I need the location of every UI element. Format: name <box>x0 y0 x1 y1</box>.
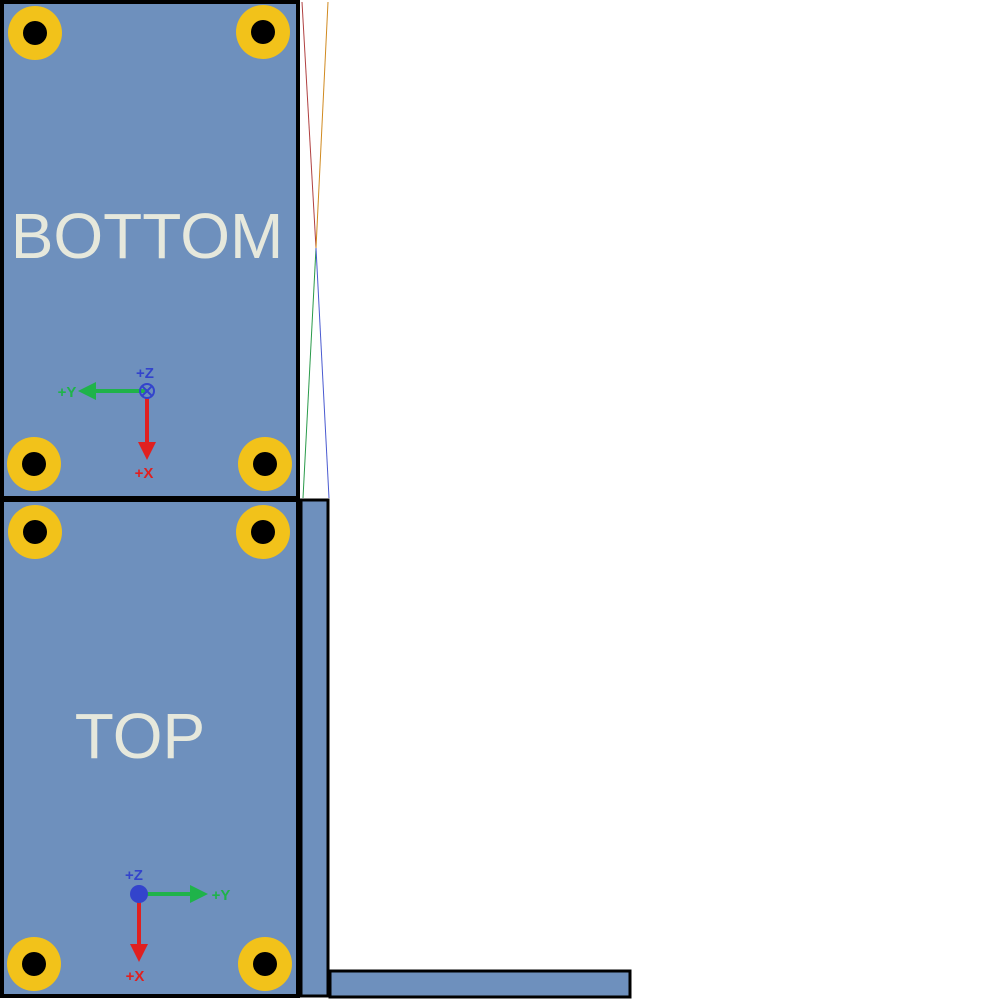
top-x-label: +X <box>126 968 145 985</box>
y-arrow-head <box>190 885 208 903</box>
top-z-label: +Z <box>125 867 143 884</box>
mounting-hole-top-bl <box>7 937 61 991</box>
z-into-page-icon <box>139 383 155 399</box>
side-profile-strip <box>299 498 330 998</box>
bottom-z-label: +Z <box>136 365 154 382</box>
mounting-hole-bottom-tr <box>236 5 290 59</box>
mounting-hole-top-br <box>238 937 292 991</box>
mounting-hole-top-tl <box>8 505 62 559</box>
bottom-panel-label: BOTTOM <box>11 200 284 272</box>
top-axes-indicator: +Z +Y +X <box>125 867 230 985</box>
x-arrow-head <box>130 944 148 962</box>
top-panel-label: TOP <box>75 700 205 772</box>
x-arrow-head <box>138 442 156 460</box>
perspective-lines <box>301 1 330 500</box>
top-panel-board <box>0 498 300 998</box>
mounting-hole-top-tr <box>236 505 290 559</box>
z-out-of-page-icon <box>130 885 148 903</box>
mounting-hole-bottom-tl <box>8 6 62 60</box>
mounting-hole-bottom-bl <box>7 437 61 491</box>
bottom-panel: BOTTOM +Z +Y +X <box>0 0 300 500</box>
bottom-x-label: +X <box>135 465 154 482</box>
y-arrow-head <box>78 382 96 400</box>
mounting-hole-bottom-br <box>238 437 292 491</box>
bottom-panel-board <box>0 0 300 500</box>
top-panel: TOP +Z +Y +X <box>0 498 300 998</box>
bottom-edge-strip <box>328 969 632 999</box>
top-y-label: +Y <box>212 887 231 904</box>
bottom-axes-indicator: +Z +Y +X <box>58 365 156 482</box>
bottom-y-label: +Y <box>58 384 77 401</box>
